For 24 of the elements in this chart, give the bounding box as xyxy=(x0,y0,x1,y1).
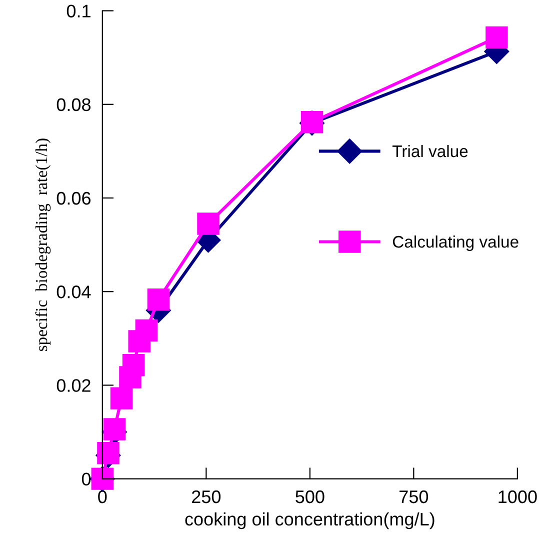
x-tick-label: 0 xyxy=(98,490,107,504)
x-tick-label: 500 xyxy=(296,490,324,504)
x-tick-label: 750 xyxy=(400,490,428,504)
point xyxy=(197,212,220,235)
legend-label: Trial value xyxy=(392,144,468,158)
y-tick-label: 0.08 xyxy=(56,98,91,112)
x-tick-label: 1000 xyxy=(498,490,537,504)
point xyxy=(147,288,170,311)
y-tick-label: 0.02 xyxy=(56,379,90,392)
y-tick-label: 0 xyxy=(82,472,91,486)
x-tick-label: 250 xyxy=(192,490,221,504)
y-tick-label: 0.1 xyxy=(66,4,90,18)
point xyxy=(135,319,158,342)
y-tick-label: 0.04 xyxy=(56,286,91,298)
point xyxy=(103,418,126,440)
legend-label: Calculating value xyxy=(392,235,518,252)
point xyxy=(110,387,133,410)
point xyxy=(300,111,324,134)
point xyxy=(122,354,145,376)
x-axis-title: cooking oil concentration(mg/L) xyxy=(185,512,434,530)
point xyxy=(486,26,508,49)
point xyxy=(97,442,120,464)
y-tick-label: 0.06 xyxy=(56,192,91,205)
y-axis-title: specific biodegrading rate(1/h) xyxy=(35,138,51,352)
